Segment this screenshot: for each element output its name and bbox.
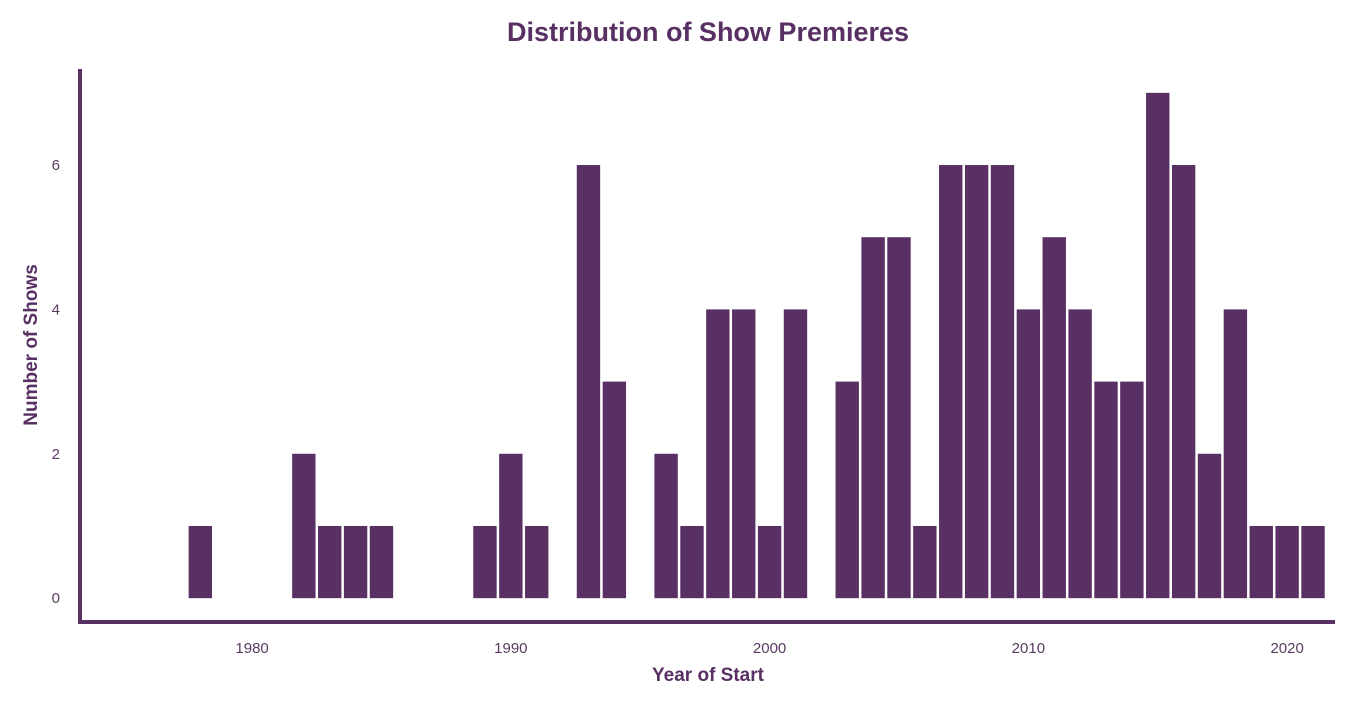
bar-1999: [732, 309, 756, 599]
y-tick-label-6: 6: [52, 157, 60, 174]
bar-2000: [757, 525, 782, 599]
bar-2012: [1068, 309, 1092, 599]
bar-2007: [939, 165, 963, 599]
bar-2017: [1197, 453, 1222, 599]
bar-2020: [1275, 525, 1299, 599]
bar-2011: [1042, 237, 1066, 599]
bar-2004: [861, 237, 885, 599]
bar-2010: [1016, 309, 1041, 599]
x-tick-labels: 1980 1990 2000 2010 2020: [235, 640, 1303, 657]
bar-2006: [913, 525, 937, 599]
bar-2005: [887, 237, 911, 599]
bar-1991: [525, 525, 549, 599]
bar-2013: [1094, 381, 1118, 599]
y-tick-label-4: 4: [52, 301, 60, 318]
bar-2021: [1301, 525, 1325, 599]
bar-1993: [576, 165, 601, 599]
bar-1990: [499, 453, 523, 599]
bar-2014: [1120, 381, 1144, 599]
bar-2001: [783, 309, 808, 599]
bar-1978: [188, 525, 213, 599]
bars-group: [188, 92, 1325, 599]
x-tick-label-2020: 2020: [1270, 640, 1303, 657]
bar-1982: [292, 453, 316, 599]
bar-2009: [990, 165, 1015, 599]
bar-1996: [654, 453, 678, 599]
y-tick-label-2: 2: [52, 446, 60, 463]
y-tick-labels: 0 2 4 6: [52, 157, 60, 607]
bar-2003: [835, 381, 859, 599]
bar-1998: [706, 309, 730, 599]
bar-1984: [343, 525, 368, 599]
x-tick-label-1990: 1990: [494, 640, 527, 657]
x-tick-label-1980: 1980: [235, 640, 268, 657]
x-axis-title: Year of Start: [652, 665, 765, 686]
bar-2008: [964, 165, 989, 599]
x-tick-label-2010: 2010: [1012, 640, 1045, 657]
bar-1983: [318, 525, 342, 599]
bar-2015: [1146, 92, 1170, 599]
y-tick-label-0: 0: [52, 590, 60, 607]
y-axis-title: Number of Shows: [21, 264, 42, 426]
bar-1985: [369, 525, 394, 599]
chart-title: Distribution of Show Premieres: [507, 17, 909, 47]
x-tick-label-2000: 2000: [753, 640, 786, 657]
bar-2018: [1223, 309, 1248, 599]
bar-2019: [1249, 525, 1273, 599]
bar-1994: [602, 381, 627, 599]
bar-1997: [680, 525, 704, 599]
bar-2016: [1171, 165, 1196, 599]
bar-1989: [473, 525, 497, 599]
